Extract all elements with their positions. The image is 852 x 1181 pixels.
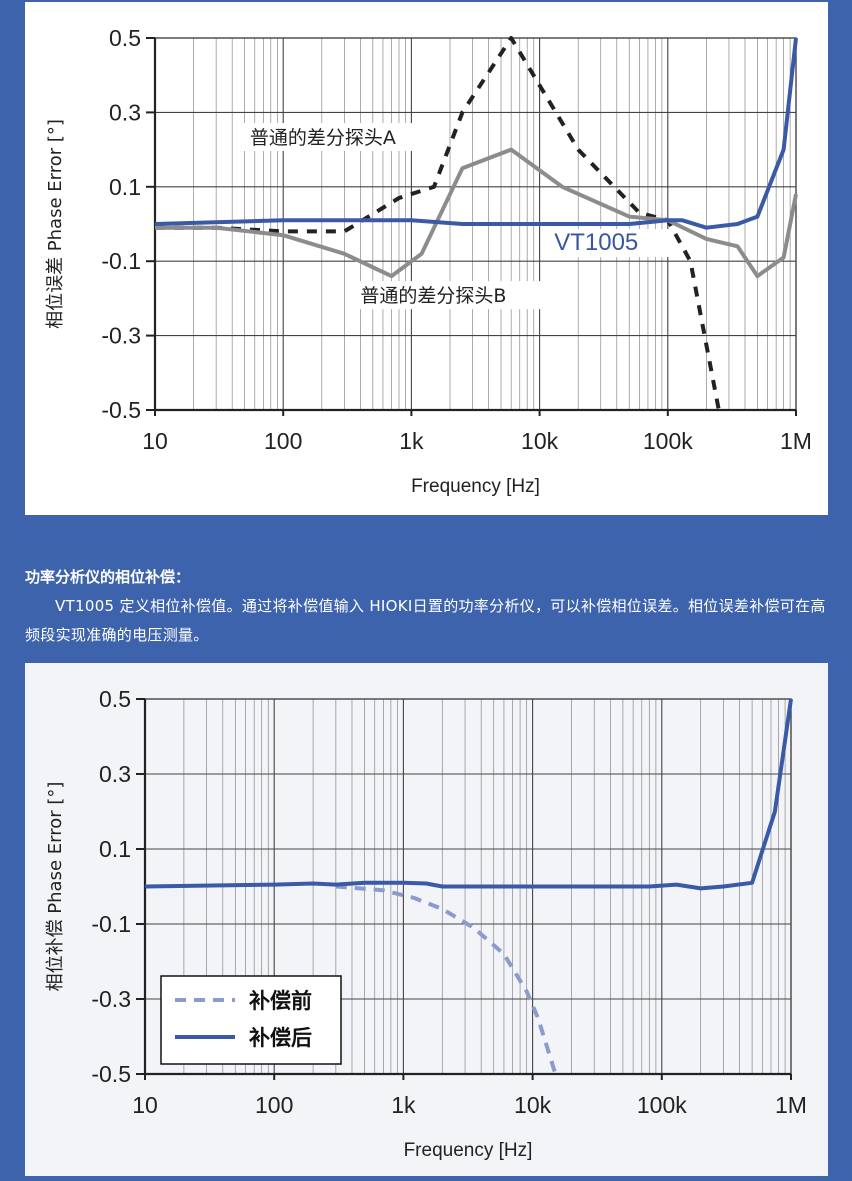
y-tick-label: 0.5	[99, 686, 131, 712]
annotation-backdrop	[544, 229, 673, 258]
annotation-label-3: 普通的差分探头B	[360, 285, 506, 307]
x-tick-label: 1k	[391, 1092, 416, 1118]
y-tick-label: -0.3	[91, 986, 131, 1012]
x-tick-label: 100	[264, 428, 302, 454]
annotation-backdrop	[350, 281, 553, 310]
annotation-label-2: VT1005	[554, 229, 638, 256]
series-line-2	[145, 698, 793, 891]
x-tick-label: 10k	[521, 428, 559, 454]
x-tick-label: 10	[132, 1092, 158, 1118]
legend-box	[160, 975, 342, 1065]
y-tick-label: 0.1	[109, 174, 141, 200]
y-tick-label: -0.5	[101, 397, 141, 423]
y-tick-label: -0.5	[91, 1061, 131, 1087]
y-tick-label: 0.3	[99, 761, 131, 787]
annotation-label-1: 普通的差分探头A	[250, 127, 396, 149]
annotation-backdrop	[239, 123, 442, 152]
grid	[155, 38, 796, 410]
chart-1: 0.5 0.3 0.1 -0.1 -0.3 -0.510 100 1k 10k 100k 1M Fre…	[45, 25, 812, 497]
chart-panel-1: 0.5 0.3 0.1 -0.1 -0.3 -0.5 10 100 1k 10k 100k 1M Fre…	[25, 2, 828, 515]
legend-label-1: 补偿前	[248, 989, 312, 1013]
x-axis-label: Frequency [Hz]	[404, 1140, 533, 1161]
chart-2: 0.5 0.3 0.1 -0.1 -0.3 -0.510 100 1k 10k 100k 1M Fre…	[45, 686, 807, 1161]
x-tick-label: 1k	[399, 428, 424, 454]
series-line-2	[155, 147, 798, 279]
x-tick-label: 1M	[775, 1092, 807, 1118]
series-line-1	[335, 884, 558, 1075]
legend-label-2: 补偿后	[248, 1026, 312, 1050]
x-tick-label: 100k	[643, 428, 693, 454]
y-axis-label: 相位误差 Phase Error [°]	[45, 119, 66, 329]
x-axis-label: Frequency [Hz]	[411, 476, 540, 497]
y-tick-label: 0.1	[99, 836, 131, 862]
series-line-3	[155, 37, 798, 230]
y-tick-label: 0.3	[109, 99, 141, 125]
x-tick-label: 10k	[514, 1092, 552, 1118]
x-tick-label: 100	[255, 1092, 293, 1118]
description-body: VT1005 定义相位补偿值。通过将补偿值输入 HIOKI日置的功率分析仪，可以…	[25, 597, 826, 644]
description-heading: 功率分析仪的相位补偿：	[25, 568, 191, 586]
y-tick-label: -0.1	[91, 911, 131, 937]
x-tick-label: 10	[142, 428, 168, 454]
y-tick-label: 0.5	[109, 25, 141, 51]
description: 功率分析仪的相位补偿： VT1005 定义相位补偿值。通过将补偿值输入 HIOK…	[25, 563, 830, 650]
x-tick-label: 1M	[780, 428, 812, 454]
y-axis-label: 相位补偿 Phase Error [°]	[45, 782, 66, 992]
y-tick-label: -0.1	[101, 248, 141, 274]
x-tick-label: 100k	[637, 1092, 687, 1118]
y-tick-label: -0.3	[101, 323, 141, 349]
chart-panel-2: 0.5 0.3 0.1 -0.1 -0.3 -0.5 10 100 1k 10k 100k 1M Fre…	[25, 663, 828, 1176]
